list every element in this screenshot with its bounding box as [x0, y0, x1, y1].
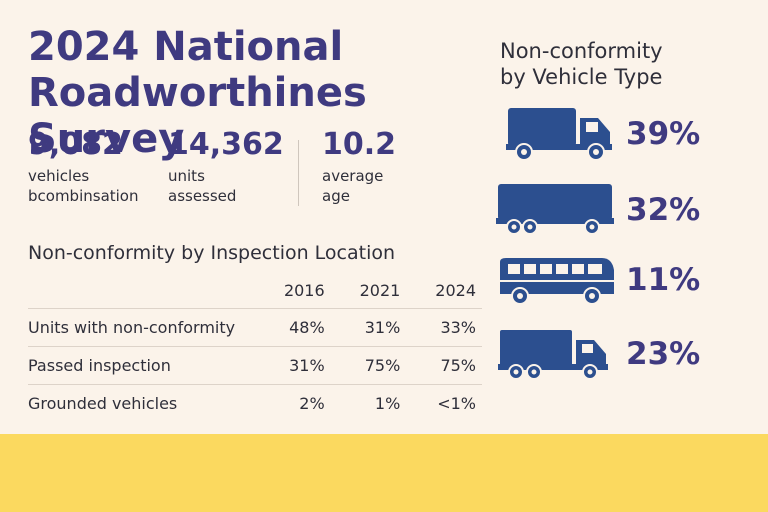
vehicle-pct: 23% [626, 336, 701, 372]
inspection-table: 2016 2021 2024 Units with non-conformity… [28, 272, 482, 422]
vehicle-row-delivery-truck: 23% [496, 326, 716, 390]
vehicle-type-title-line: Non-conformity [500, 39, 663, 63]
table-header-2016: 2016 [283, 280, 325, 300]
vehicle-pct: 39% [626, 116, 701, 152]
table-cell: 1% [330, 384, 407, 422]
stat-label-line: assessed [168, 187, 237, 205]
table-cell: 31% [330, 308, 407, 347]
table-row: Units with non-conformity 48% 31% 33% [28, 308, 482, 347]
box-truck-icon [506, 108, 612, 161]
stat-value: 10.2 [322, 127, 397, 162]
stat-label-line: age [322, 187, 350, 205]
bus-icon [500, 258, 614, 305]
stats-row: 9,082 vehicles bcombinsation 14,362 unit… [28, 128, 468, 208]
table-header-row: 2016 2021 2024 [28, 272, 482, 309]
row-label: Grounded vehicles [28, 384, 255, 422]
vehicle-pct: 11% [626, 262, 701, 298]
table-cell: 75% [330, 346, 407, 385]
stat-value: 14,362 [168, 127, 284, 162]
table-cell: 48% [255, 308, 331, 347]
stats-divider [298, 140, 299, 206]
table-row: Passed inspection 31% 75% 75% [28, 346, 482, 385]
table-cell: 75% [406, 346, 482, 385]
table-cell: 31% [255, 346, 331, 385]
table-row: Grounded vehicles 2% 1% <1% [28, 384, 482, 422]
vehicle-type-title: Non-conformity by Vehicle Type [500, 38, 750, 90]
table-cell: 33% [406, 308, 482, 347]
table-header-2024: 2024 [435, 280, 476, 300]
stat-label-line: average [322, 167, 384, 185]
table-header-blank [28, 272, 255, 309]
vehicle-row-bus: 11% [496, 254, 716, 318]
stat-vehicles: 9,082 vehicles bcombinsation [28, 128, 139, 206]
vehicle-row-trailer-truck: 32% [496, 180, 716, 244]
row-label: Units with non-conformity [28, 308, 255, 347]
table-cell: <1% [406, 384, 482, 422]
stat-label-line: bcombinsation [28, 187, 139, 205]
row-label: Passed inspection [28, 346, 255, 385]
stat-label-line: vehicles [28, 167, 90, 185]
vehicle-type-title-line: by Vehicle Type [500, 65, 663, 89]
stat-label-line: units [168, 167, 205, 185]
trailer-truck-icon [496, 184, 614, 235]
table-cell: 2% [255, 384, 331, 422]
bottom-band [0, 434, 768, 512]
stat-label: average age [322, 166, 396, 206]
delivery-truck-icon [498, 330, 608, 380]
table-title: Non-conformity by Inspection Location [28, 242, 396, 264]
vehicle-row-box-truck: 39% [496, 104, 716, 168]
stat-units: 14,362 units assessed [168, 128, 284, 206]
stat-value: 9,082 [28, 127, 123, 162]
stat-label: vehicles bcombinsation [28, 166, 139, 206]
page-title: 2024 National Roadworthines Survey [28, 24, 367, 162]
stat-average-age: 10.2 average age [322, 128, 396, 206]
table-header-2021: 2021 [359, 280, 401, 300]
stat-label: units assessed [168, 166, 284, 206]
vehicle-pct: 32% [626, 192, 701, 228]
